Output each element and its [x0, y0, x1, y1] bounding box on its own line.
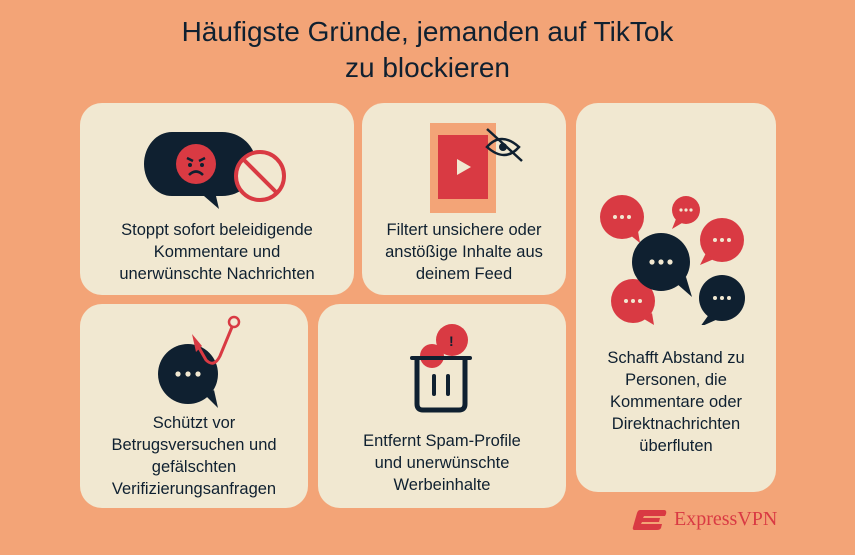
card-text: Schafft Abstand zu [607, 349, 745, 367]
page-title: Häufigste Gründe, jemanden auf TikTok zu… [0, 14, 855, 86]
many-chat-bubbles-icon [600, 195, 745, 325]
card-text: unerwünschte Nachrichten [119, 265, 315, 283]
card-remove-spam: ! Entfernt Spam-Profile und unerwünschte… [318, 304, 566, 508]
card-text: Direktnachrichten [611, 415, 741, 433]
card-text: anstößige Inhalte aus [385, 243, 543, 261]
card-text: Werbeinhalte [393, 476, 491, 494]
card-filter-content: Filtert unsichere oder anstößige Inhalte… [362, 103, 566, 295]
card-text: Stoppt sofort beleidigende [121, 221, 313, 239]
title-line: Häufigste Gründe, jemanden auf TikTok [181, 16, 674, 47]
card-create-distance: Schafft Abstand zu Personen, die Komment… [576, 103, 776, 492]
card-text: Schützt vor [152, 414, 236, 432]
hidden-video-icon [430, 123, 523, 213]
svg-text:!: ! [449, 333, 454, 349]
title-line: zu blockieren [345, 52, 510, 83]
brand-name: ExpressVPN [674, 508, 778, 530]
card-text: Kommentare und [153, 243, 281, 261]
angry-message-blocked-icon [144, 132, 286, 209]
spam-trash-icon: ! [410, 324, 472, 413]
phishing-hook-message-icon [158, 315, 241, 408]
card-text: deinem Feed [415, 265, 513, 283]
card-text: gefälschten [151, 458, 237, 476]
expressvpn-logo-icon [632, 509, 667, 530]
card-text: Personen, die [625, 371, 727, 389]
card-stop-insults: Stoppt sofort beleidigende Kommentare un… [80, 103, 354, 295]
card-text: Verifizierungsanfragen [111, 480, 277, 498]
card-scam-protection: Schützt vor Betrugsversuchen und gefälsc… [80, 304, 308, 508]
expressvpn-logo: ExpressVPN [632, 508, 777, 531]
card-text: Kommentare oder [609, 393, 743, 411]
card-text: Filtert unsichere oder [386, 221, 542, 239]
card-text: Entfernt Spam-Profile [363, 432, 521, 450]
card-text: Betrugsversuchen und [111, 436, 277, 454]
card-text: und unerwünschte [374, 454, 510, 472]
card-text: überfluten [639, 437, 713, 455]
